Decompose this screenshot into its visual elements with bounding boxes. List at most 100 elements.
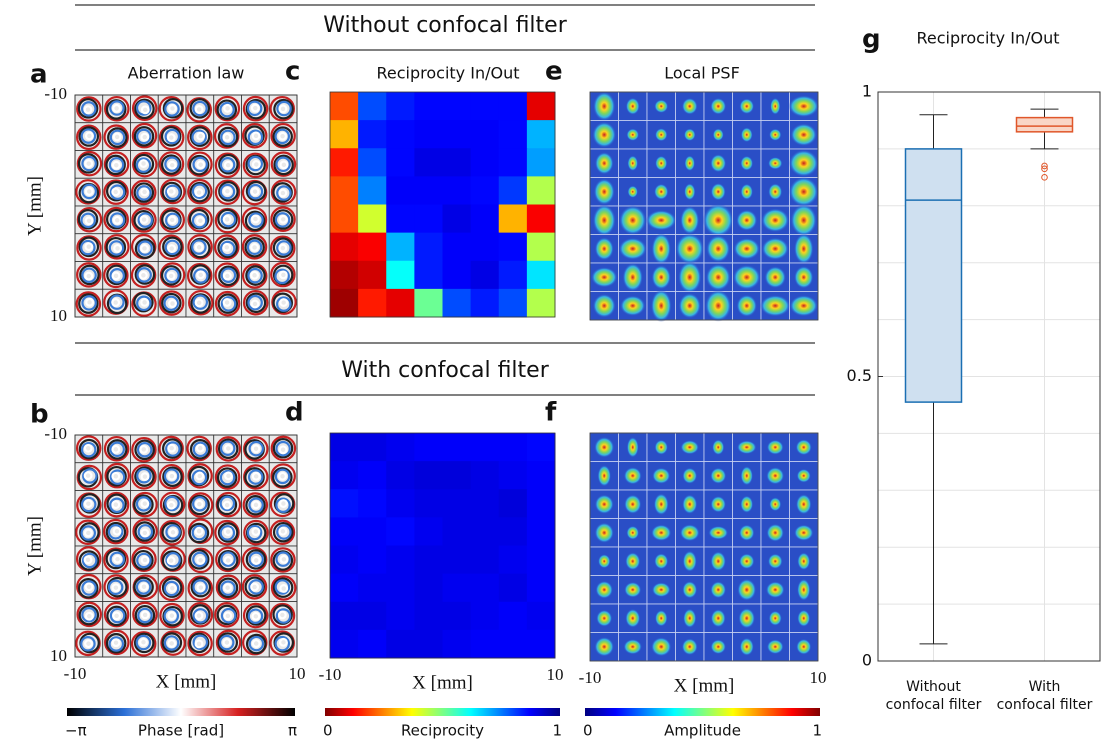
psf-spot [739, 637, 754, 656]
phase-ring [250, 299, 260, 309]
heatmap-cell [470, 489, 500, 518]
phase-ring [75, 291, 102, 317]
phase-ring [192, 579, 208, 595]
phase-ring [195, 471, 205, 481]
phase-ring [187, 575, 214, 602]
phase-ring [76, 235, 102, 261]
phase-ring [112, 215, 122, 225]
phase-ring [276, 185, 292, 201]
phase-ring [160, 630, 186, 656]
phase-ring [219, 440, 236, 457]
panel-frame [74, 434, 298, 658]
phase-ring [162, 438, 183, 459]
psf-spot [740, 183, 754, 200]
psf-spot [739, 553, 755, 570]
phase-ring [130, 631, 157, 657]
psf-spot [645, 209, 677, 231]
colorbar-end: 1 [812, 722, 822, 740]
phase-ring [131, 436, 157, 463]
psf-spot [626, 128, 640, 141]
heatmap-cell [498, 433, 528, 462]
phase-ring [161, 292, 182, 314]
phase-ring [191, 469, 208, 486]
heatmap-cell [330, 489, 359, 518]
phase-ring [76, 601, 102, 628]
heatmap-cell [498, 92, 528, 121]
colorbar [585, 708, 820, 716]
psf-spot [594, 237, 614, 261]
psf-spot [684, 155, 696, 172]
phase-ring [77, 209, 99, 230]
phase-ring [164, 267, 180, 284]
phase-ring [158, 234, 184, 260]
phase-ring [269, 235, 296, 262]
phase-ring [84, 131, 94, 141]
phase-ring [223, 555, 233, 565]
heatmap-cell [470, 204, 500, 234]
phase-ring [109, 184, 126, 200]
phase-ring [272, 577, 294, 598]
phase-ring [246, 239, 263, 256]
phase-ring [103, 151, 130, 177]
heatmap-cell [526, 232, 556, 262]
heatmap-cell [330, 629, 359, 659]
psf-spot [767, 553, 783, 569]
heatmap-cell [330, 288, 359, 318]
phase-ring [272, 550, 294, 571]
phase-ring [164, 239, 181, 256]
psf-spot [651, 233, 671, 265]
panel-frame [589, 432, 819, 662]
y-tick-label: 10 [50, 646, 67, 665]
heatmap-cell [358, 433, 387, 462]
phase-ring [103, 547, 129, 573]
phase-ring [270, 261, 296, 288]
psf-spot [796, 468, 811, 483]
colorbar-label: Reciprocity [401, 722, 484, 740]
x-tick-label: With confocal filter [997, 679, 1093, 713]
phase-ring [166, 187, 176, 196]
y-tick-label: 10 [50, 306, 67, 325]
phase-ring [245, 265, 266, 286]
phase-ring [159, 491, 186, 518]
psf-spot [678, 292, 702, 319]
psf-spot [650, 289, 672, 323]
phase-ring [164, 495, 180, 512]
phase-ring [242, 289, 269, 316]
phase-ring [109, 268, 125, 284]
psf-spot [627, 185, 638, 198]
phase-ring [79, 264, 100, 286]
heatmap-cell [414, 288, 443, 318]
phase-ring [162, 466, 183, 487]
heatmap-cell [526, 288, 556, 318]
psf-spot [710, 551, 727, 572]
plot-frame [877, 91, 1101, 662]
psf-spot [596, 609, 613, 627]
panel-label: a [30, 60, 48, 90]
phase-ring [167, 215, 177, 225]
heatmap-cell [330, 260, 359, 290]
phase-ring [113, 554, 122, 564]
phase-ring [78, 604, 100, 626]
psf-spot [766, 639, 784, 655]
phase-ring [167, 471, 177, 481]
psf-spot [796, 638, 812, 655]
phase-ring [109, 497, 125, 514]
phase-ring [134, 98, 155, 120]
heatmap-cell [386, 461, 415, 490]
heatmap-cell [442, 517, 472, 546]
psf-spot [710, 182, 726, 201]
phase-ring [223, 103, 232, 113]
phase-ring [188, 522, 210, 544]
heatmap-cell [526, 260, 556, 290]
heatmap-cell [386, 433, 415, 462]
heatmap-cell [386, 288, 415, 318]
phase-ring [77, 98, 99, 119]
psf-spot [737, 578, 757, 601]
phase-ring [84, 582, 94, 592]
heatmap-cell [470, 601, 500, 631]
phase-ring [162, 236, 183, 258]
heatmap-cell [330, 517, 359, 546]
phase-ring [194, 526, 204, 536]
heatmap-cell [386, 204, 415, 234]
